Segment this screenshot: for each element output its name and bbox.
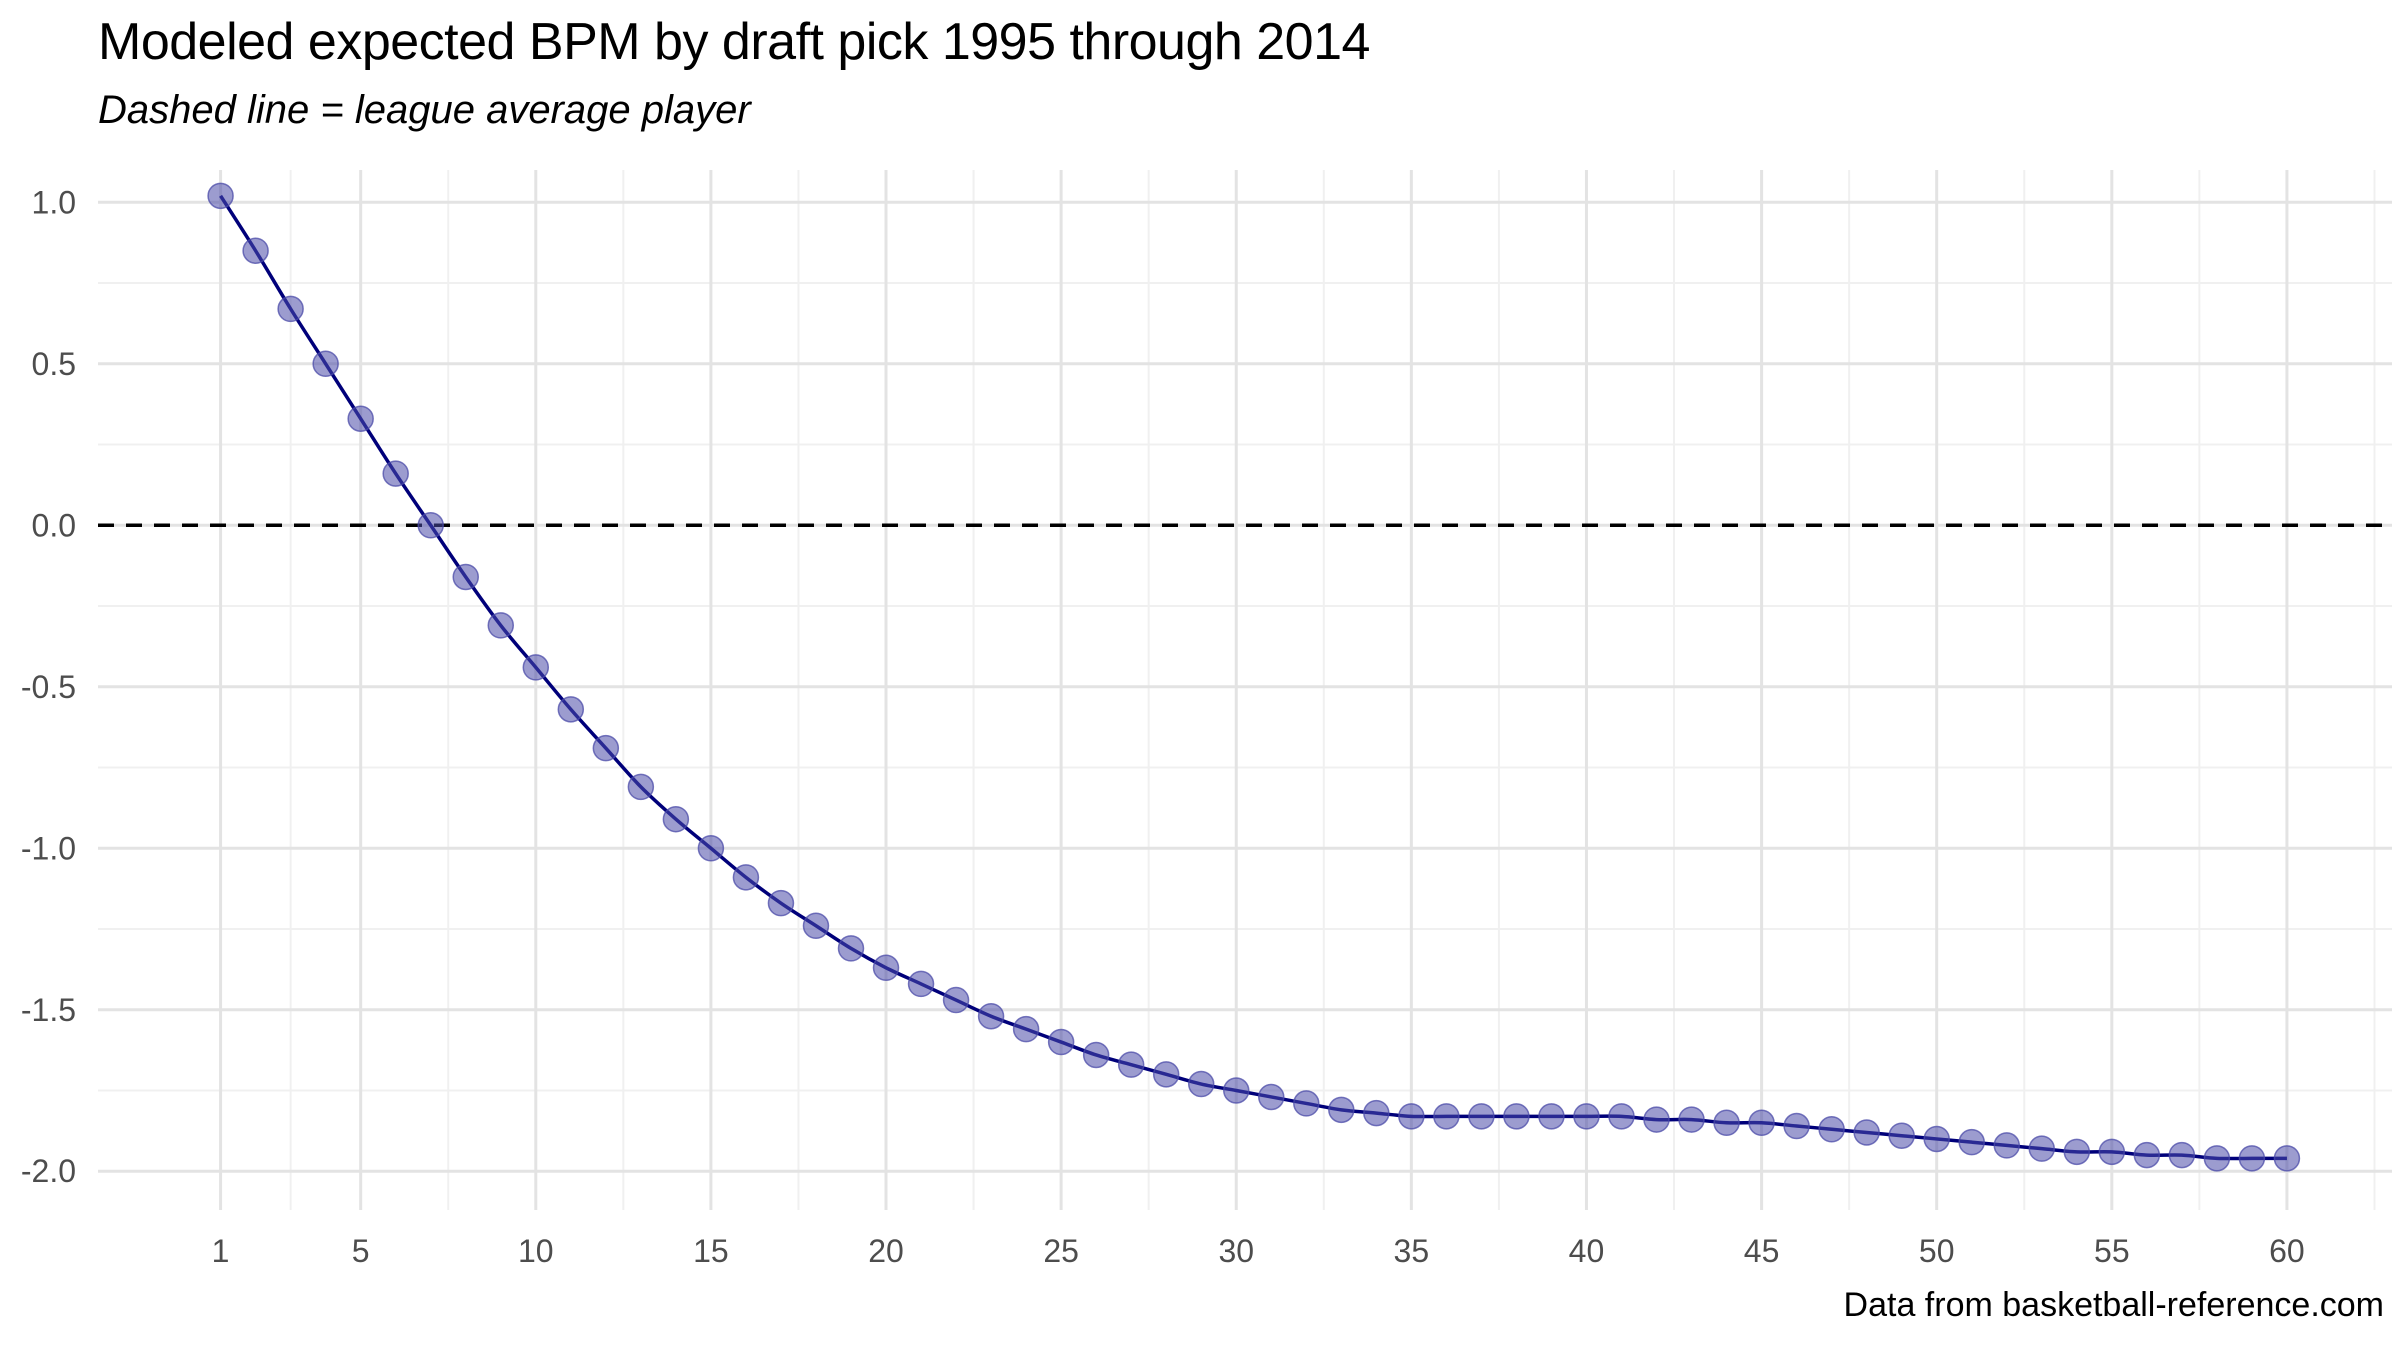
- y-tick-label: 1.0: [32, 184, 76, 220]
- data-point-pick-44: [1713, 1109, 1740, 1137]
- data-point-pick-25: [1047, 1028, 1075, 1056]
- data-point-pick-14: [662, 805, 690, 833]
- data-point-pick-38: [1503, 1103, 1530, 1130]
- data-point-pick-34: [1363, 1099, 1390, 1127]
- x-tick-label: 30: [1218, 1233, 1254, 1269]
- data-point-pick-24: [1012, 1015, 1040, 1043]
- data-point-pick-49: [1888, 1122, 1915, 1149]
- data-point-pick-8: [452, 563, 479, 591]
- minor-gridlines: [98, 170, 2392, 1210]
- chart-caption: Data from basketball-reference.com: [1843, 1286, 2384, 1324]
- data-point-pick-21: [907, 970, 935, 998]
- x-tick-label: 50: [1919, 1233, 1955, 1269]
- y-axis-tick-labels: 1.0 0.5 0.0 -0.5 -1.0 -1.5 -2.0: [21, 184, 76, 1189]
- major-gridlines: [98, 170, 2392, 1210]
- data-point-pick-33: [1328, 1096, 1355, 1124]
- data-point-pick-39: [1538, 1103, 1565, 1130]
- data-point-pick-7: [417, 512, 444, 539]
- y-tick-label: 0.0: [32, 507, 76, 543]
- data-point-pick-13: [627, 773, 655, 801]
- x-tick-label: 35: [1394, 1233, 1430, 1269]
- data-point-pick-57: [2168, 1141, 2196, 1169]
- data-point-pick-40: [1573, 1103, 1600, 1130]
- data-point-pick-19: [837, 935, 865, 962]
- x-tick-label: 10: [518, 1233, 554, 1269]
- x-tick-label: 20: [868, 1233, 904, 1269]
- data-points-group: [207, 182, 2301, 1172]
- data-point-pick-16: [732, 864, 760, 891]
- data-point-pick-5: [347, 405, 374, 432]
- data-point-pick-29: [1187, 1070, 1215, 1098]
- data-point-pick-30: [1222, 1077, 1250, 1104]
- data-point-pick-41: [1608, 1103, 1635, 1130]
- data-point-pick-26: [1082, 1041, 1110, 1069]
- x-tick-label: 55: [2094, 1233, 2130, 1269]
- data-point-pick-3: [277, 295, 304, 323]
- data-point-pick-12: [592, 734, 620, 762]
- x-tick-label: 1: [212, 1233, 230, 1269]
- data-point-pick-59: [2238, 1145, 2266, 1172]
- data-point-pick-42: [1643, 1106, 1670, 1133]
- data-point-pick-23: [977, 1002, 1005, 1030]
- data-point-pick-9: [487, 612, 515, 639]
- data-point-pick-20: [872, 954, 900, 982]
- data-point-pick-56: [2133, 1141, 2161, 1169]
- chart-subtitle: Dashed line = league average player: [98, 88, 751, 132]
- y-tick-label: -1.5: [21, 992, 76, 1028]
- x-tick-label: 25: [1043, 1233, 1079, 1269]
- data-point-pick-18: [802, 912, 830, 940]
- data-point-pick-35: [1398, 1103, 1425, 1130]
- data-point-pick-51: [1958, 1128, 1985, 1156]
- data-point-pick-27: [1117, 1051, 1145, 1078]
- data-point-pick-55: [2098, 1138, 2126, 1166]
- data-point-pick-58: [2203, 1145, 2231, 1172]
- x-axis-tick-labels: 1 5 10 15 20 25 30 35 40 45 50 55 60: [212, 1233, 2305, 1269]
- data-point-pick-15: [697, 835, 725, 862]
- data-point-pick-36: [1433, 1103, 1460, 1130]
- y-tick-label: -0.5: [21, 669, 76, 705]
- data-point-pick-60: [2273, 1145, 2301, 1172]
- data-point-pick-50: [1923, 1125, 1950, 1153]
- data-point-pick-28: [1152, 1061, 1180, 1088]
- data-point-pick-32: [1293, 1090, 1320, 1117]
- data-point-pick-6: [382, 460, 409, 487]
- data-point-pick-1: [207, 182, 234, 210]
- data-point-pick-47: [1818, 1116, 1845, 1143]
- x-tick-label: 60: [2269, 1233, 2305, 1269]
- y-tick-label: 0.5: [32, 346, 76, 382]
- x-tick-label: 15: [693, 1233, 729, 1269]
- x-tick-label: 45: [1744, 1233, 1780, 1269]
- data-point-pick-2: [242, 237, 269, 264]
- x-tick-label: 40: [1569, 1233, 1605, 1269]
- y-tick-label: -2.0: [21, 1153, 76, 1189]
- data-point-pick-52: [1993, 1132, 2020, 1159]
- data-point-pick-45: [1748, 1109, 1775, 1137]
- data-point-pick-43: [1678, 1106, 1705, 1133]
- y-tick-label: -1.0: [21, 830, 76, 866]
- data-point-pick-10: [522, 654, 550, 681]
- data-point-pick-4: [312, 350, 339, 378]
- data-point-pick-46: [1783, 1112, 1810, 1140]
- data-point-pick-22: [942, 986, 970, 1014]
- data-point-pick-11: [557, 696, 585, 723]
- data-point-pick-53: [2028, 1135, 2056, 1162]
- data-point-pick-48: [1853, 1119, 1880, 1146]
- chart-title: Modeled expected BPM by draft pick 1995 …: [98, 13, 1370, 71]
- data-point-pick-37: [1468, 1103, 1495, 1130]
- data-point-pick-17: [767, 889, 795, 917]
- data-point-pick-54: [2063, 1138, 2091, 1166]
- data-point-pick-31: [1258, 1083, 1285, 1111]
- x-tick-label: 5: [352, 1233, 370, 1269]
